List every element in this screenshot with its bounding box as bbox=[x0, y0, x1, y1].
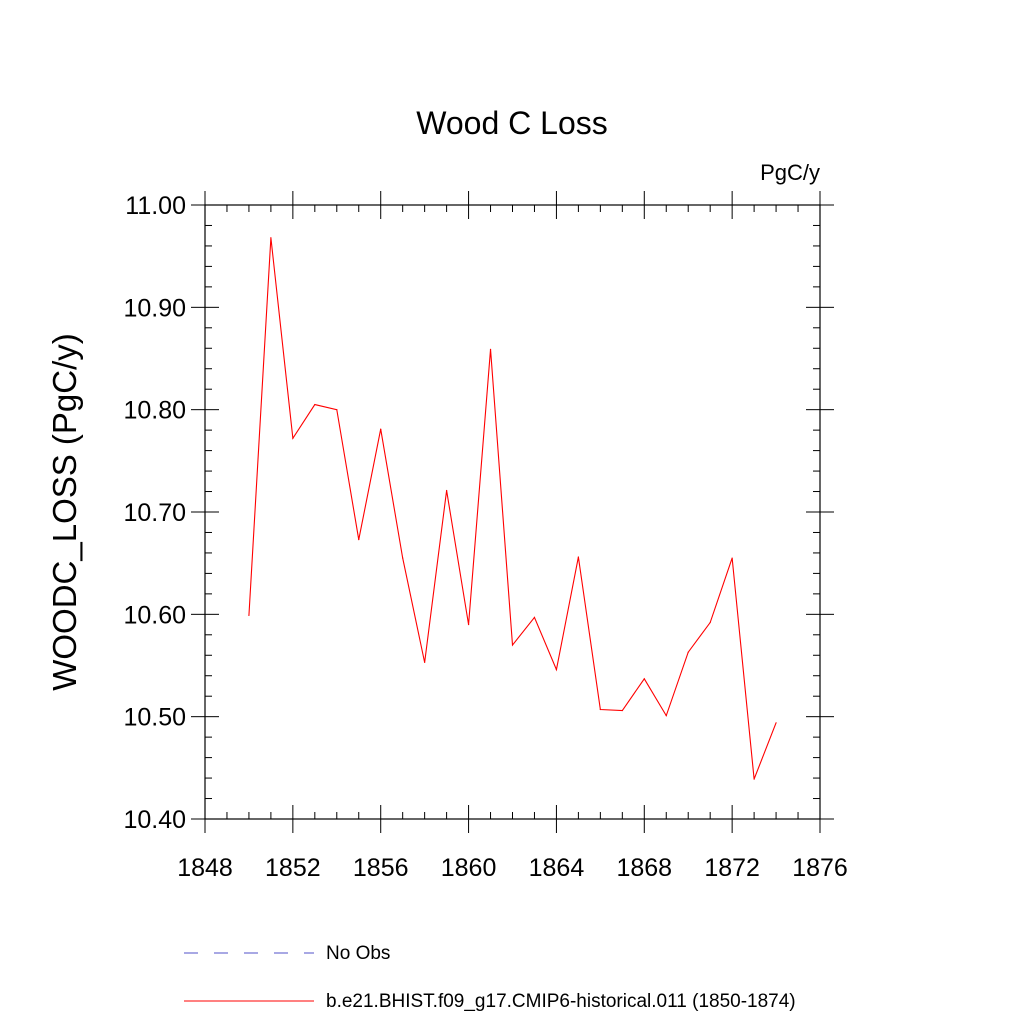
data-point bbox=[380, 428, 382, 430]
data-point bbox=[467, 623, 470, 626]
data-point bbox=[753, 778, 755, 780]
data-point bbox=[511, 644, 514, 646]
y-tick-label: 10.50 bbox=[123, 704, 186, 732]
y-tick-label: 10.90 bbox=[123, 294, 186, 322]
y-tick-label: 10.40 bbox=[123, 806, 186, 834]
data-point bbox=[533, 616, 536, 619]
data-point bbox=[424, 661, 426, 664]
data-point bbox=[599, 708, 601, 711]
data-point bbox=[446, 489, 448, 492]
y-tick-label: 10.80 bbox=[123, 397, 186, 425]
x-tick-label: 1864 bbox=[529, 854, 585, 882]
x-tick-label: 1856 bbox=[353, 854, 409, 882]
chart-title: Wood C Loss bbox=[416, 105, 608, 141]
data-point bbox=[358, 539, 360, 541]
y-tick-label: 11.00 bbox=[125, 192, 186, 220]
y-tick-label: 10.70 bbox=[123, 499, 186, 527]
series-layer bbox=[248, 237, 777, 780]
y-tick-label: 10.60 bbox=[123, 601, 186, 629]
data-point bbox=[687, 651, 689, 653]
plot-frame bbox=[204, 204, 821, 820]
units-label: PgC/y bbox=[760, 160, 820, 185]
data-point bbox=[402, 557, 404, 559]
data-point bbox=[665, 715, 667, 717]
x-tick-label: 1868 bbox=[616, 854, 672, 882]
data-point bbox=[555, 668, 558, 671]
x-tick-label: 1876 bbox=[792, 854, 848, 882]
data-point bbox=[709, 621, 711, 624]
data-point bbox=[577, 556, 579, 558]
data-point bbox=[731, 557, 733, 559]
legend-label-historical: b.e21.BHIST.f09_g17.CMIP6-historical.011… bbox=[326, 991, 796, 1012]
data-point bbox=[314, 403, 316, 406]
y-axis-label: WOODC_LOSS (PgC/y) bbox=[46, 333, 83, 691]
data-point bbox=[775, 722, 777, 724]
data-point bbox=[621, 709, 623, 712]
x-tick-label: 1852 bbox=[265, 854, 321, 882]
series-line bbox=[248, 237, 777, 780]
plot-axes: 1848 1852 1856 1860 1864 1868 1872 1876 10.40 10.… bbox=[123, 191, 848, 882]
x-tick-label: 1860 bbox=[441, 854, 497, 882]
data-point bbox=[270, 237, 272, 239]
data-point bbox=[248, 614, 250, 616]
data-point bbox=[489, 348, 492, 350]
data-point bbox=[336, 409, 338, 411]
data-point bbox=[643, 678, 645, 680]
x-tick-label: 1872 bbox=[704, 854, 760, 882]
legend: No Obs b.e21.BHIST.f09_g17.CMIP6-histori… bbox=[184, 943, 796, 1012]
legend-label-no-obs: No Obs bbox=[326, 943, 390, 964]
data-point bbox=[292, 437, 294, 439]
x-tick-label: 1848 bbox=[177, 854, 233, 882]
